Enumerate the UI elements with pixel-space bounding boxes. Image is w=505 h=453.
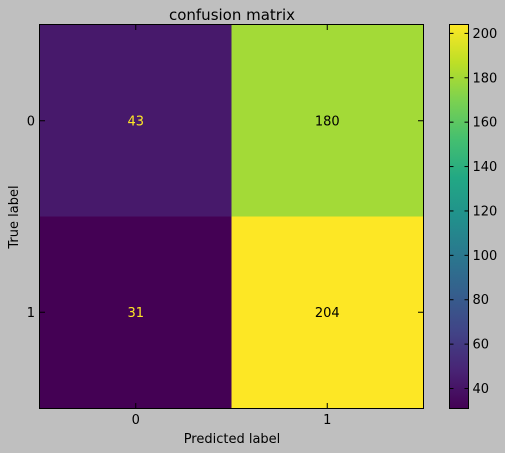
colorbar-ticks: 40 60 80 100 120 140 160 180 200 [449, 27, 498, 397]
colorbar-tick-label: 180 [473, 71, 498, 86]
cell-value-label: 204 [315, 306, 340, 321]
matrix-cells: 43 180 31 204 [40, 25, 424, 409]
x-tick-label: 0 [132, 413, 140, 428]
chart-title: confusion matrix [169, 6, 295, 24]
y-tick-label: 1 [27, 306, 35, 321]
colorbar-tick-label: 120 [473, 204, 498, 219]
x-axis-label: Predicted label [184, 432, 281, 447]
cell-value-label: 43 [127, 114, 144, 129]
colorbar-tick-label: 160 [473, 116, 498, 131]
y-axis-label: True label [7, 185, 22, 249]
colorbar [449, 24, 469, 409]
colorbar-tick-label: 80 [473, 293, 490, 308]
matrix-cell-0-1 [231, 25, 424, 217]
plot-frame [39, 24, 424, 409]
axis-ticks: 0 1 0 1 [27, 25, 423, 428]
y-tick-label: 0 [27, 114, 35, 129]
cell-value-label: 31 [127, 306, 144, 321]
colorbar-tick-label: 140 [473, 160, 498, 175]
x-tick-label: 1 [323, 413, 331, 428]
matrix-cell-1-1 [231, 216, 424, 409]
matrix-cell-1-0 [40, 216, 232, 409]
colorbar-tick-label: 200 [473, 27, 498, 42]
cell-value-label: 180 [315, 114, 340, 129]
colorbar-tick-label: 100 [473, 249, 498, 264]
colorbar-tick-label: 40 [473, 382, 490, 397]
matrix-cell-0-0 [40, 25, 232, 217]
colorbar-tick-label: 60 [473, 338, 490, 353]
